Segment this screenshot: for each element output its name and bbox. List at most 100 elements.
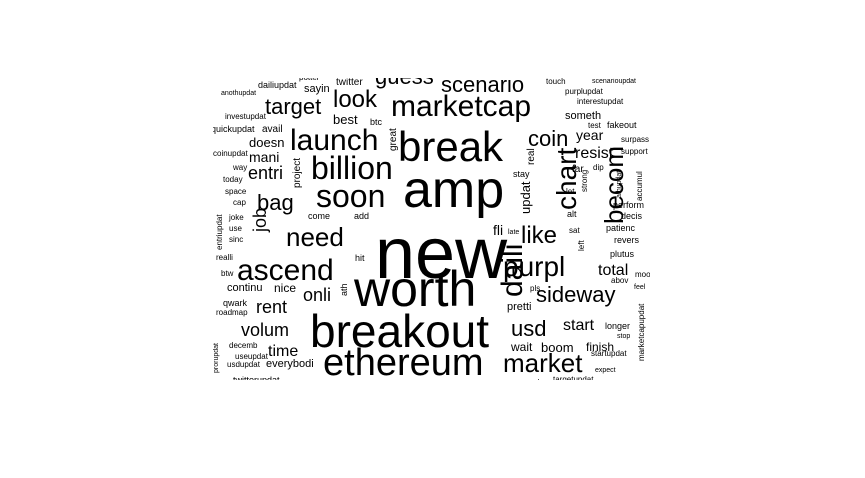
word-strong: strong — [580, 169, 589, 192]
word-late: late — [508, 229, 520, 236]
word-roadmap: roadmap — [216, 308, 248, 317]
word-bag: bag — [257, 190, 294, 215]
word-come: come — [308, 211, 331, 221]
word-joke: joke — [229, 213, 244, 222]
word-qwark: qwark — [223, 298, 248, 308]
word-doesn: doesn — [249, 135, 285, 150]
word-realli: realli — [216, 253, 233, 262]
word-billion: billion — [311, 150, 393, 186]
word-btw: btw — [221, 269, 234, 278]
word-worth: worth — [354, 261, 477, 317]
word-boom: boom — [541, 340, 574, 355]
word-longer: longer — [605, 321, 631, 331]
word-patienc: patienc — [606, 223, 636, 233]
word-nice: nice — [274, 281, 297, 295]
word-updat: updat — [518, 181, 533, 214]
word-breakout: breakout — [310, 305, 490, 357]
word-scenario: scenario — [441, 78, 525, 97]
word-coinupdat: coinupdat — [213, 149, 248, 158]
word-real: real — [526, 148, 537, 165]
word-touch: touch — [546, 78, 566, 86]
word-ascend: ascend — [237, 254, 334, 287]
word-moon: moon — [635, 270, 650, 279]
word-twitter: twitter — [336, 78, 363, 88]
word-launch: launch — [290, 124, 379, 157]
word-investupdat: investupdat — [225, 112, 266, 121]
word-start: start — [563, 317, 595, 334]
word-rent: rent — [256, 297, 288, 317]
word-usd: usd — [511, 316, 547, 341]
word-someth: someth — [565, 110, 602, 122]
word-ethereum: ethereum — [323, 342, 484, 380]
word-new: new — [375, 214, 508, 294]
word-twitterupdat: twitterupdat — [233, 375, 280, 381]
word-btc: btc — [370, 117, 383, 127]
word-usdupdat: usdupdat — [227, 360, 260, 369]
word-quickupdat: quickupdat — [213, 124, 255, 134]
word-entriupdat: entriupdat — [215, 214, 224, 250]
word-purplupdat: purplupdat — [565, 87, 603, 96]
word-total: total — [598, 262, 629, 279]
word-need: need — [286, 222, 344, 252]
word-dailiupdat: dailiupdat — [258, 80, 297, 90]
word-avail: avail — [262, 124, 283, 135]
word-sat: sat — [569, 226, 580, 235]
word-stay: stay — [513, 169, 530, 179]
word-cloud: new worth breakout amp break ethereum marketca… — [213, 78, 650, 380]
word-marketcapupdat: marketcapupdat — [637, 303, 646, 361]
word-marketcap: marketcap — [391, 90, 532, 123]
word-revers: revers — [614, 235, 640, 245]
word-amp: amp — [403, 161, 505, 219]
word-useupdat: useupdat — [235, 352, 268, 361]
word-coin: coin — [528, 126, 569, 151]
word-hit: hit — [355, 253, 365, 263]
word-look: look — [333, 86, 378, 113]
word-fakeout: fakeout — [607, 120, 637, 130]
word-entri: entri — [248, 163, 284, 183]
word-alt: alt — [567, 209, 577, 219]
word-potter: potter — [299, 78, 319, 82]
word-great: great — [388, 128, 399, 151]
word-perform: perform — [613, 200, 645, 210]
word-use: use — [229, 224, 242, 233]
word-today: today — [223, 175, 243, 184]
word-guess: guess — [375, 78, 434, 88]
word-everybodi: everybodi — [266, 358, 314, 370]
word-stop: stop — [617, 333, 631, 340]
word-market: market — [503, 348, 583, 378]
word-cap: cap — [233, 198, 246, 207]
word-accumul: accumul — [635, 171, 644, 201]
word-space: space — [225, 187, 247, 196]
word-fli: fli — [493, 222, 504, 238]
word-decemb: decemb — [229, 341, 258, 350]
word-time: time — [268, 343, 299, 360]
word-sayin: sayin — [304, 83, 330, 95]
word-prorupdat: prorupdat — [213, 343, 220, 373]
word-abov: abov — [611, 276, 629, 285]
word-continu: continu — [227, 282, 263, 294]
word-anothupdat: anothupdat — [221, 90, 257, 97]
word-sinc: sinc — [229, 235, 244, 244]
word-let: let — [566, 187, 575, 196]
word-mani: mani — [249, 149, 280, 165]
word-far: far — [572, 164, 584, 175]
word-decis: decis — [621, 211, 643, 221]
word-ath: ath — [339, 283, 349, 296]
word-way: way — [233, 163, 248, 172]
word-volum: volum — [241, 320, 290, 340]
word-pls: pls — [530, 284, 541, 293]
word-surpass: surpass — [621, 135, 650, 144]
word-add: add — [354, 211, 370, 221]
word-feel: feel — [634, 284, 646, 291]
word-targetupdat: targetupdat — [553, 375, 594, 381]
word-wait: wait — [511, 340, 533, 354]
word-target: target — [265, 94, 322, 119]
word-year: year — [576, 127, 604, 143]
word-job: job — [250, 207, 270, 232]
word-purpl: purpl — [503, 251, 566, 282]
word-onli: onli — [303, 285, 332, 305]
word-athupdat: athupdat — [616, 170, 623, 198]
word-dip: dip — [593, 163, 604, 172]
word-like: like — [521, 222, 558, 249]
word-resist: resist — [575, 145, 614, 162]
